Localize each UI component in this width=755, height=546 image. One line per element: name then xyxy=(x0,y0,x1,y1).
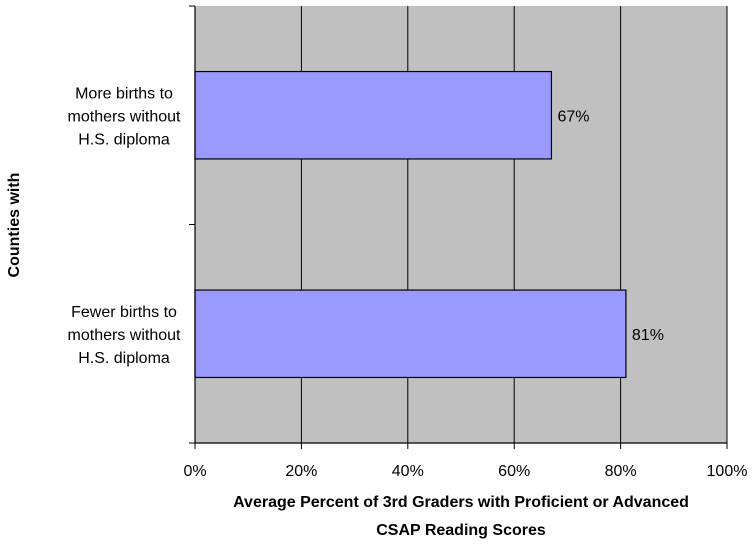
data-label-1: 81% xyxy=(632,327,664,344)
bars xyxy=(194,70,627,379)
category-label-0-1: mothers without xyxy=(68,108,181,125)
x-axis: 0% 20% 40% 60% 80% 100% xyxy=(183,442,748,480)
category-label-0-0: More births to xyxy=(75,85,173,102)
x-tick-label-5: 100% xyxy=(707,463,748,480)
category-label-1-1: mothers without xyxy=(68,327,181,344)
data-labels: 67% 81% xyxy=(557,108,664,344)
x-axis-title-line-2: CSAP Reading Scores xyxy=(376,522,546,539)
category-label-0-2: H.S. diploma xyxy=(78,131,170,148)
bar-0 xyxy=(194,70,553,160)
bar-1 xyxy=(194,289,627,379)
y-axis-title: Counties with xyxy=(6,173,23,278)
x-tick-label-0: 0% xyxy=(183,463,206,480)
x-axis-title-line-1: Average Percent of 3rd Graders with Prof… xyxy=(233,494,689,511)
category-label-1-0: Fewer births to xyxy=(71,304,177,321)
category-label-1-2: H.S. diploma xyxy=(78,350,170,367)
data-label-0: 67% xyxy=(557,108,589,125)
x-tick-label-2: 40% xyxy=(392,463,424,480)
x-tick-label-3: 60% xyxy=(498,463,530,480)
y-axis xyxy=(189,5,196,444)
category-labels: More births to mothers without H.S. diplom… xyxy=(68,85,181,367)
x-tick-label-1: 20% xyxy=(285,463,317,480)
x-tick-label-4: 80% xyxy=(605,463,637,480)
